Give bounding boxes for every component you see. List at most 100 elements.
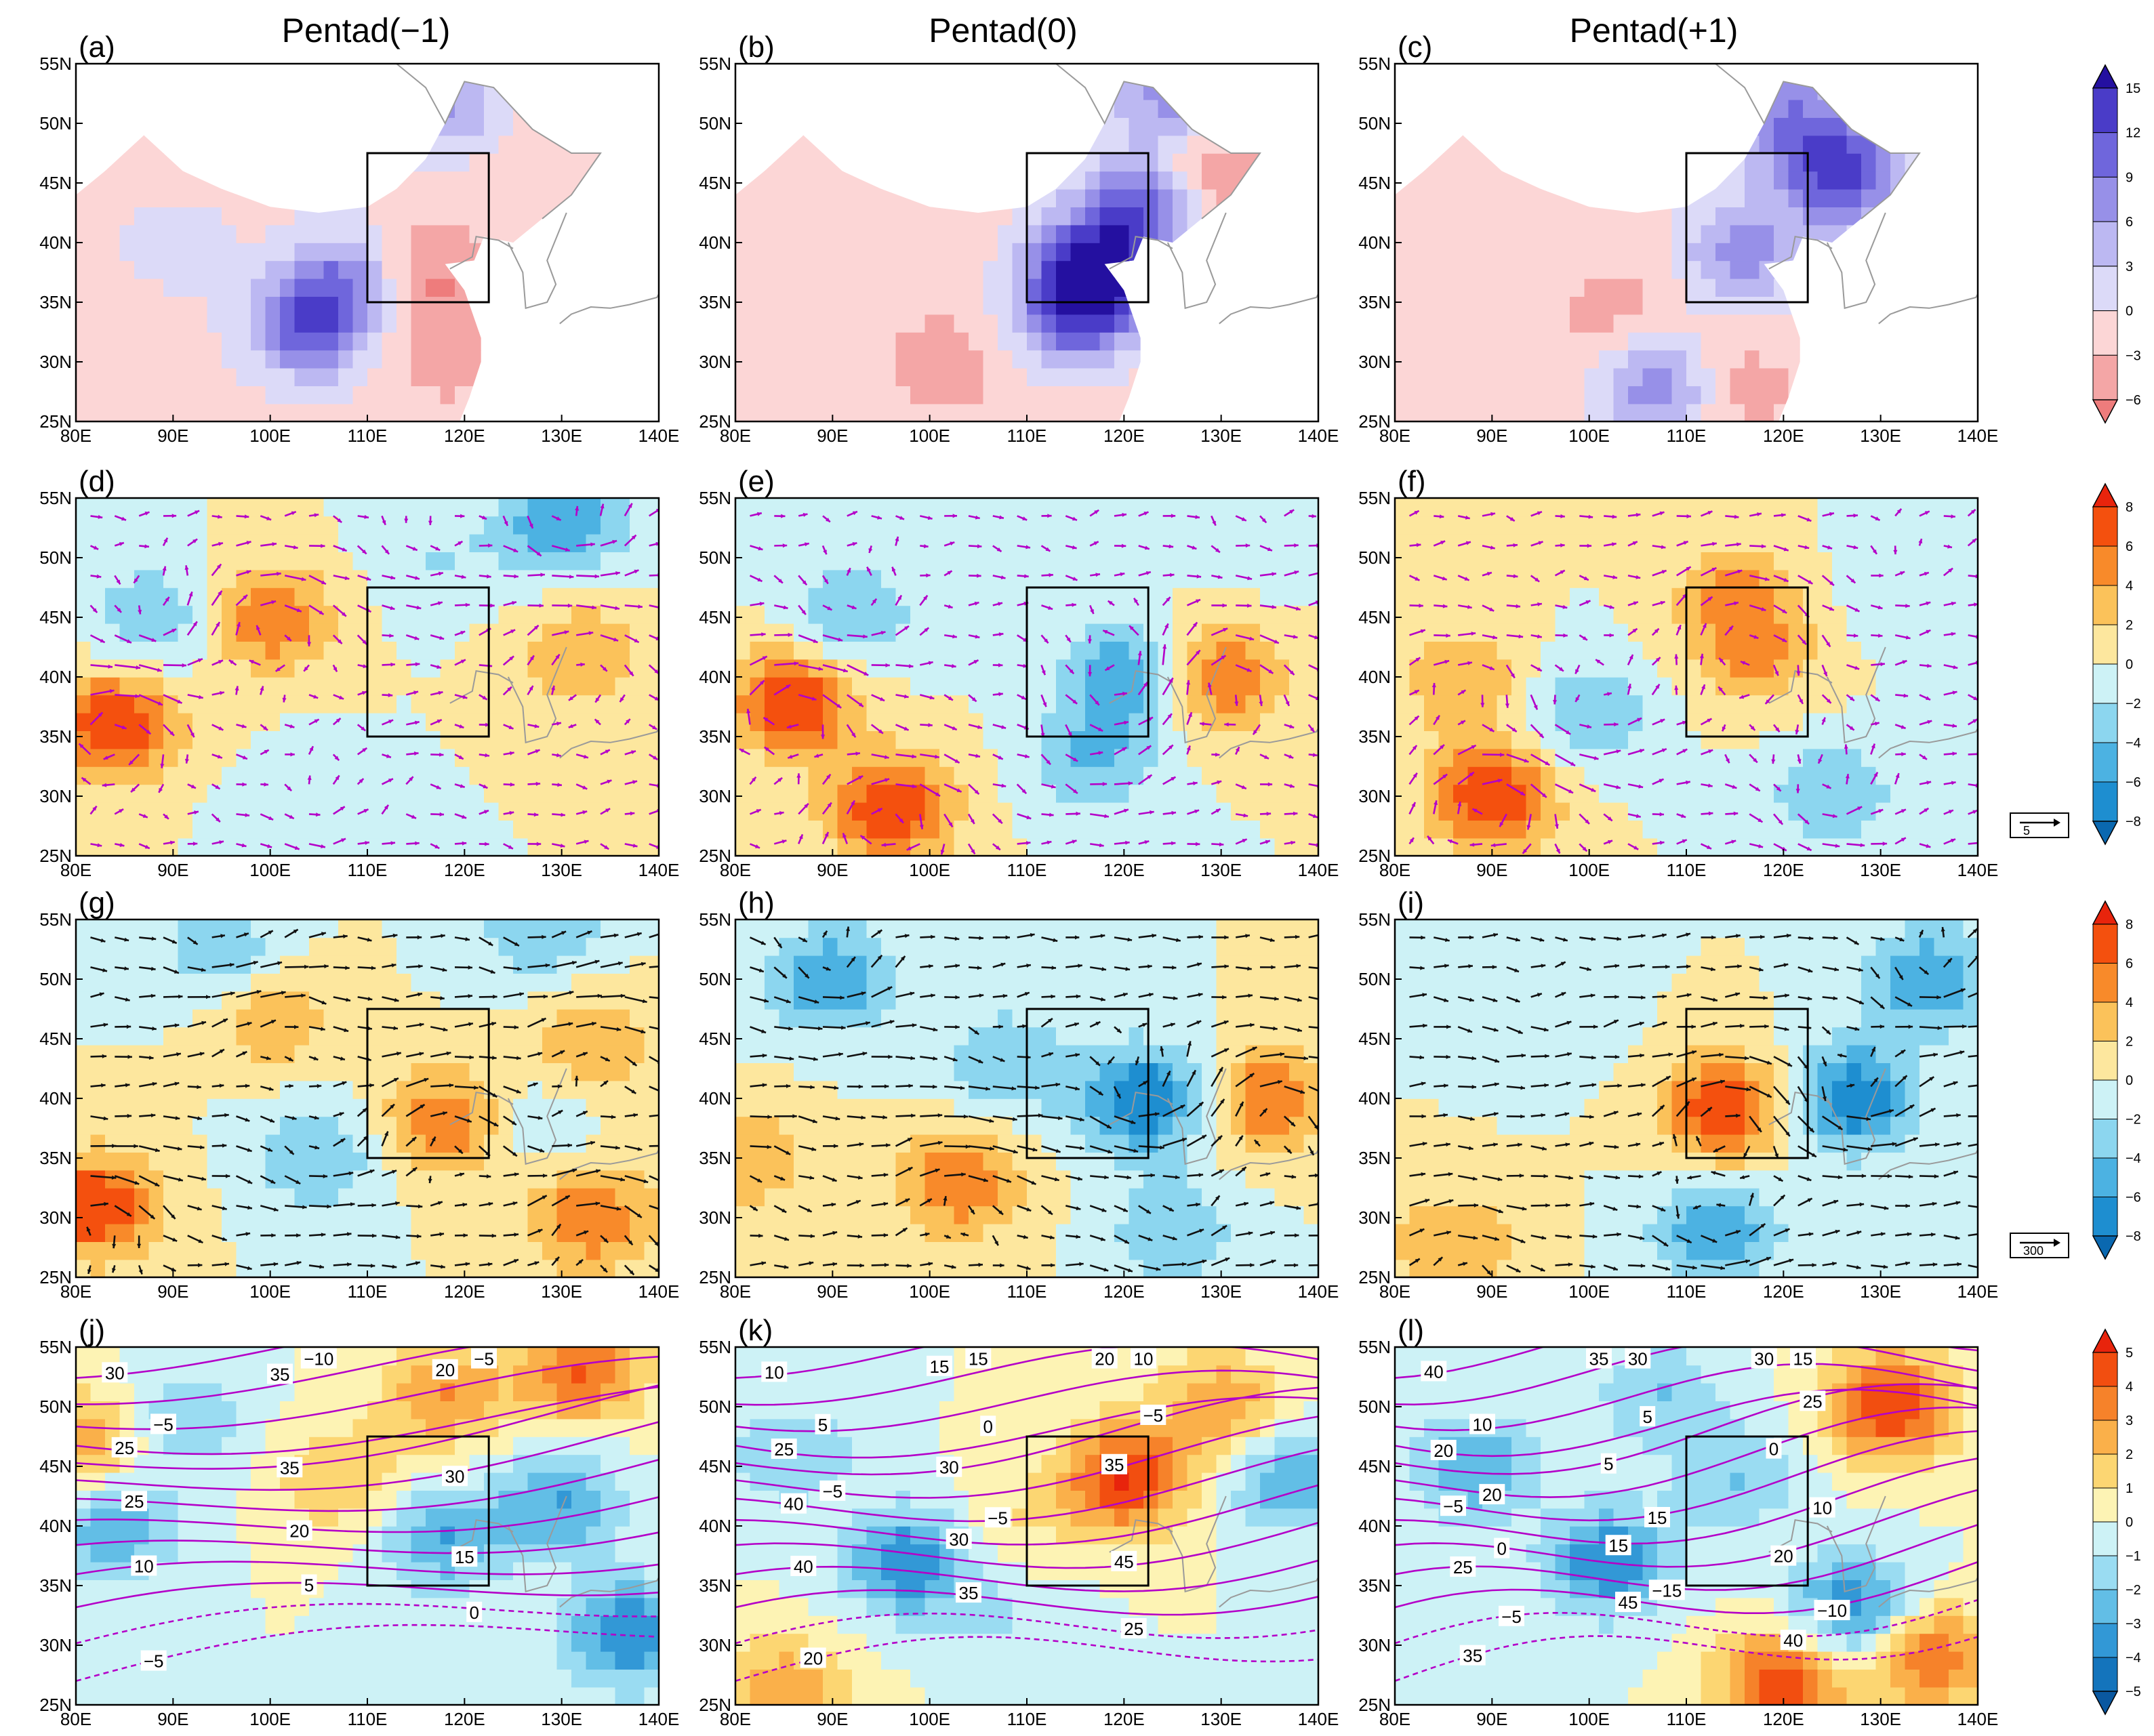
shade-cell [1231, 587, 1246, 606]
shade-cell [808, 243, 824, 262]
shade-cell [1231, 552, 1246, 571]
shade-cell [90, 677, 106, 696]
shade-cell [513, 641, 529, 660]
shade-cell [382, 332, 397, 351]
shade-cell [352, 350, 368, 369]
vector-arrowhead [863, 671, 869, 676]
shade-cell [1555, 367, 1570, 386]
shade-cell [105, 605, 121, 624]
shade-cell [1129, 569, 1144, 588]
shade-cell [1143, 171, 1159, 190]
vector-arrowhead [159, 787, 163, 793]
shade-cell [90, 659, 106, 678]
shade-cell [924, 386, 940, 405]
shade-cell [1745, 171, 1760, 190]
shade-cell [1613, 224, 1629, 243]
shade-cell [1187, 695, 1202, 714]
shade-cell [615, 802, 630, 821]
shade-cell [338, 587, 354, 606]
shade-cell [1934, 368, 1949, 386]
shade-cell [644, 516, 659, 535]
vector-arrowhead [342, 547, 347, 552]
shade-cell [866, 677, 882, 696]
shade-cell [222, 605, 237, 624]
coastline [1109, 670, 1173, 704]
shade-cell [1027, 552, 1042, 571]
region-box [366, 586, 490, 738]
shade-cell [735, 498, 751, 517]
shade-cell [323, 605, 339, 624]
shade-cell [280, 784, 296, 803]
shade-cell [1143, 296, 1159, 315]
shade-cell [823, 153, 838, 172]
shade-cell [1875, 386, 1891, 405]
shade-cell [1671, 81, 1687, 100]
shade-cell [969, 332, 984, 351]
shade-cell [1861, 153, 1877, 172]
shade-cell [426, 403, 441, 421]
shade-cell [163, 188, 179, 207]
shade-cell [1216, 403, 1232, 421]
shade-cell [1788, 278, 1804, 297]
shade-cell [440, 712, 455, 731]
shade-cell [397, 533, 412, 552]
shade-cell [527, 207, 543, 226]
shade-cell [998, 748, 1013, 767]
shade-cell [1511, 117, 1527, 136]
vector-arrowhead [509, 810, 514, 815]
shade-cell [954, 386, 969, 405]
shade-cell [1245, 695, 1261, 714]
shade-cell [1245, 386, 1260, 405]
shade-cell [1216, 386, 1232, 405]
shade-cell [1158, 135, 1173, 154]
shade-cell [1964, 100, 1978, 118]
shade-cell [1099, 820, 1115, 839]
shade-cell [265, 498, 281, 517]
shade-cell [837, 296, 853, 315]
vector-arrowhead [842, 833, 847, 838]
shade-cell [397, 135, 412, 154]
shade-cell [1671, 171, 1687, 190]
shade-cell [76, 224, 92, 243]
shade-cell [837, 81, 853, 100]
vector-arrowhead [582, 785, 588, 789]
shade-cell [192, 659, 208, 678]
shade-cell [1274, 605, 1290, 624]
shade-cell [794, 350, 809, 369]
shade-cell [1231, 766, 1246, 785]
shade-cell [1158, 533, 1173, 552]
shade-cell [1056, 552, 1072, 571]
shade-cell [1846, 81, 1862, 100]
vector-arrowhead [260, 686, 264, 691]
shade-cell [983, 403, 998, 421]
vector-arrowhead [872, 598, 877, 604]
shade-cell [1099, 188, 1115, 207]
shade-cell [280, 403, 296, 421]
shade-cell [1260, 189, 1275, 207]
shade-cell [1395, 278, 1410, 297]
shade-cell [1715, 81, 1731, 83]
shade-cell [1245, 314, 1260, 333]
shade-cell [615, 136, 630, 154]
shade-cell [910, 569, 926, 588]
shade-cell [265, 820, 281, 839]
shade-cell [808, 350, 824, 369]
shade-cell [1056, 117, 1072, 136]
shade-cell [1701, 243, 1716, 262]
x-tick-label: 90E [817, 426, 848, 446]
shade-cell [735, 117, 751, 136]
shade-cell [998, 207, 1013, 226]
shade-cell [924, 314, 940, 333]
shade-cell [323, 569, 339, 588]
shade-cell [90, 243, 106, 262]
shade-cell [134, 677, 150, 696]
shade-cell [1245, 677, 1261, 696]
shade-cell [265, 766, 281, 785]
shade-cell [794, 403, 809, 421]
shade-cell [1686, 278, 1702, 297]
shade-cell [1085, 188, 1101, 207]
shade-cell [556, 712, 572, 731]
shade-cell [367, 820, 383, 839]
shade-cell [484, 712, 500, 731]
shade-cell [1919, 100, 1934, 118]
